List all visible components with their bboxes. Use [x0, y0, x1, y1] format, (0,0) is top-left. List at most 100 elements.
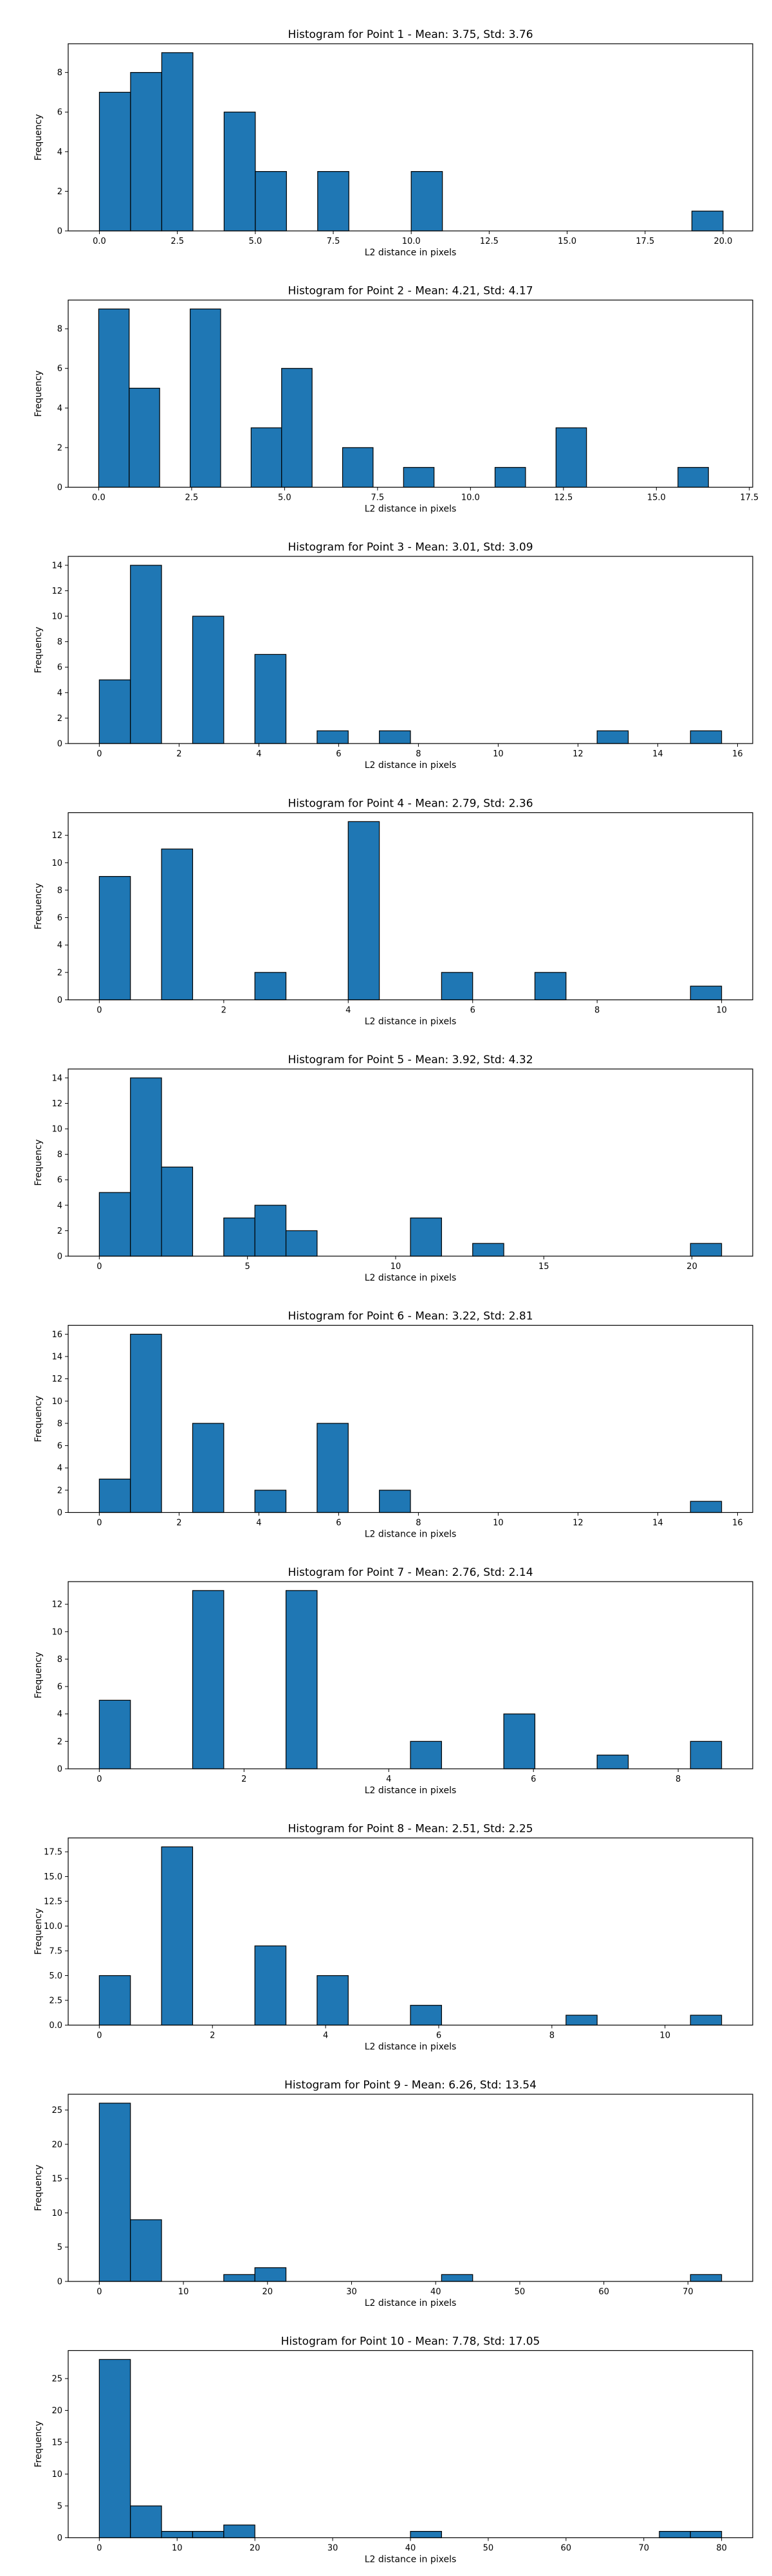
- histogram-bar: [317, 730, 349, 744]
- x-tick-label: 15: [538, 1262, 549, 1272]
- x-tick-label: 50: [515, 2287, 526, 2297]
- histogram-bar: [565, 2014, 598, 2026]
- x-axis-label: L2 distance in pixels: [365, 2298, 457, 2308]
- histogram-bar: [690, 985, 722, 1001]
- y-tick-label: 0: [57, 483, 62, 493]
- x-axis-label: L2 distance in pixels: [365, 248, 457, 258]
- x-tick-label: 0.0: [92, 493, 106, 503]
- y-tick-label: 20: [51, 2140, 62, 2150]
- histogram-bar: [534, 972, 567, 1001]
- y-tick-label: 0: [57, 1252, 62, 1262]
- y-tick-label: 2: [57, 1737, 62, 1747]
- y-axis-label: Frequency: [33, 1139, 44, 1185]
- y-tick-label: 10: [51, 859, 62, 868]
- histogram-bar: [98, 876, 131, 1001]
- x-tick-label: 6: [531, 1775, 536, 1784]
- x-tick-label: 20: [250, 2544, 261, 2553]
- histogram-bar: [192, 1423, 225, 1513]
- histogram-bar: [98, 2359, 131, 2539]
- x-tick-label: 4: [323, 2031, 328, 2041]
- y-tick-label: 8: [57, 1150, 62, 1160]
- x-axis-label: L2 distance in pixels: [365, 760, 457, 771]
- x-tick-label: 12.5: [480, 237, 499, 246]
- x-tick-label: 14: [652, 749, 663, 759]
- x-tick-label: 12: [573, 749, 584, 759]
- y-tick-label: 8: [57, 886, 62, 895]
- x-tick-label: 20.0: [713, 237, 732, 246]
- histogram-bar: [347, 821, 380, 1001]
- histogram-bar: [441, 972, 473, 1001]
- y-tick-label: 25: [51, 2106, 62, 2115]
- y-tick-label: 2: [57, 443, 62, 453]
- histogram-bar: [98, 91, 131, 232]
- histogram-panel-6: 0 2 4 6 8 10 12 14 16 0 2 4 6 8 10 12 14 16 Histogram for …: [33, 1310, 753, 1540]
- chart-title: Histogram for Point 9 - Mean: 6.26, Std:…: [284, 2079, 537, 2092]
- histogram-bar: [690, 1501, 722, 1513]
- x-axis-label: L2 distance in pixels: [365, 1017, 457, 1027]
- chart-title: Histogram for Point 3 - Mean: 3.01, Std:…: [288, 541, 533, 554]
- histogram-bar: [494, 467, 526, 488]
- y-tick-label: 6: [57, 663, 62, 673]
- x-tick-label: 8: [416, 1519, 421, 1528]
- y-tick-label: 4: [57, 1710, 62, 1719]
- x-tick-label: 60: [561, 2544, 572, 2553]
- y-tick-label: 6: [57, 1441, 62, 1451]
- y-tick-label: 12: [51, 1600, 62, 1610]
- histogram-bar: [472, 1243, 504, 1257]
- histogram-bar: [130, 565, 162, 744]
- histogram-bar: [254, 1490, 287, 1513]
- chart-title: Histogram for Point 10 - Mean: 7.78, Std…: [281, 2335, 540, 2348]
- x-tick-label: 6: [336, 749, 341, 759]
- histogram-bar: [98, 308, 130, 488]
- x-tick-label: 2: [176, 1519, 181, 1528]
- histogram-panel-7: 0 2 4 6 8 0 2 4 6 8 10 12 Histogram for Point 7 - Me…: [33, 1566, 753, 1796]
- y-tick-label: 12: [51, 587, 62, 596]
- histogram-bar: [410, 2531, 442, 2539]
- histogram-bar: [250, 427, 282, 488]
- x-tick-label: 10: [178, 2287, 189, 2297]
- y-tick-label: 5.0: [49, 1971, 62, 1981]
- y-axis-label: Frequency: [33, 2421, 44, 2467]
- histogram-bar: [98, 1478, 131, 1513]
- histogram-bar: [596, 1755, 629, 1769]
- x-tick-label: 17.5: [636, 237, 654, 246]
- y-tick-label: 4: [57, 688, 62, 698]
- x-tick-label: 6: [470, 1006, 475, 1016]
- histogram-bar: [403, 467, 435, 488]
- histogram-bar: [690, 2014, 722, 2026]
- y-tick-label: 6: [57, 1683, 62, 1692]
- x-tick-label: 12.5: [554, 493, 573, 503]
- histogram-bar: [223, 2525, 255, 2539]
- histogram-bar: [317, 171, 349, 232]
- histogram-bar: [161, 1846, 194, 2026]
- histogram-bar: [223, 111, 256, 232]
- plot-frame: [68, 1068, 753, 1257]
- histogram-bar: [285, 1230, 318, 1257]
- y-tick-label: 4: [57, 1201, 62, 1210]
- histogram-bar: [410, 2005, 442, 2026]
- x-tick-label: 30: [346, 2287, 357, 2297]
- histogram-bar: [192, 2531, 225, 2539]
- y-tick-label: 14: [51, 1073, 62, 1083]
- y-tick-label: 4: [57, 404, 62, 414]
- histogram-bar: [130, 72, 163, 232]
- x-tick-label: 6: [436, 2031, 441, 2041]
- y-tick-label: 15: [51, 2438, 62, 2448]
- x-axis-label: L2 distance in pixels: [365, 504, 457, 515]
- histogram-panel-10: 0 10 20 30 40 50 60 70 80 0 5 10 15 20 25 Histogram for…: [33, 2335, 753, 2565]
- plot-frame: [68, 812, 753, 1001]
- plot-frame: [68, 1581, 753, 1769]
- histogram-bar: [223, 2274, 255, 2282]
- y-tick-label: 2: [57, 714, 62, 724]
- y-tick-label: 10: [51, 2209, 62, 2218]
- x-tick-label: 0: [96, 2287, 102, 2297]
- x-tick-label: 0: [96, 1519, 102, 1528]
- y-tick-label: 16: [51, 1330, 62, 1340]
- x-tick-label: 70: [683, 2287, 694, 2297]
- x-tick-label: 8: [549, 2031, 555, 2041]
- histogram-bar: [441, 2274, 473, 2282]
- y-tick-label: 10: [51, 1125, 62, 1135]
- x-tick-label: 20: [262, 2287, 273, 2297]
- y-tick-label: 0: [57, 1508, 62, 1518]
